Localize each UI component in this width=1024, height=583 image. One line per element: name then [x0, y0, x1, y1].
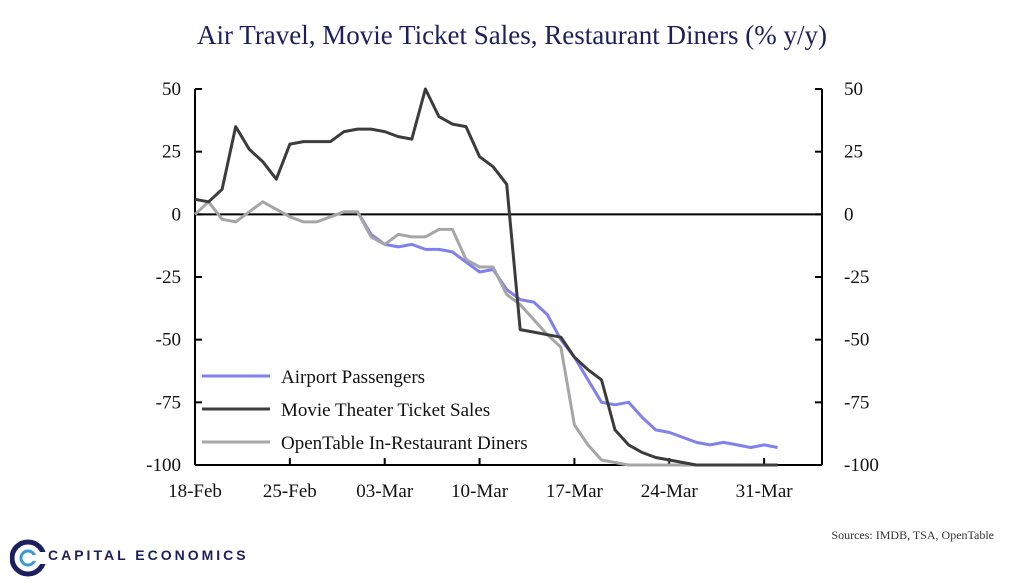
- x-tick-label: 18-Feb: [168, 481, 222, 502]
- x-tick-label: 17-Mar: [546, 481, 604, 502]
- y-tick-label-right: -75: [844, 392, 869, 413]
- x-tick-label: 24-Mar: [641, 481, 699, 502]
- capital-economics-logo-icon: [10, 539, 48, 577]
- y-tick-label-left: 0: [172, 204, 182, 225]
- chart-title: Air Travel, Movie Ticket Sales, Restaura…: [197, 20, 827, 50]
- y-tick-label-right: 0: [844, 204, 854, 225]
- y-tick-label-right: -100: [844, 455, 879, 476]
- y-tick-label-right: -25: [844, 267, 869, 288]
- x-tick-label: 10-Mar: [451, 481, 509, 502]
- brand-name: CAPITAL ECONOMICS: [48, 547, 249, 563]
- y-tick-label-right: -50: [844, 330, 869, 351]
- legend-label-1: Airport Passengers: [281, 367, 425, 388]
- sources-note: Sources: IMDB, TSA, OpenTable: [831, 528, 994, 542]
- series-line-2: [194, 87, 778, 467]
- x-tick-label: 25-Feb: [263, 481, 317, 502]
- x-tick-label: 31-Mar: [736, 481, 794, 502]
- y-tick-label-right: 25: [844, 142, 863, 163]
- y-tick-label-left: 25: [162, 142, 181, 163]
- series-lines: [193, 87, 778, 467]
- axes: 50 50 25 25 0 0 -25 -25 -50 -50 -75 -75 -100 -100 18-F…: [146, 79, 879, 502]
- y-tick-label-left: 50: [162, 79, 181, 100]
- y-tick-label-left: -25: [156, 267, 181, 288]
- x-tick-label: 03-Mar: [356, 481, 414, 502]
- legend: Airport Passengers Movie Theater Ticket S…: [202, 367, 528, 454]
- y-tick-label-left: -50: [156, 330, 181, 351]
- legend-label-3: OpenTable In-Restaurant Diners: [281, 433, 528, 454]
- y-tick-label-left: -75: [156, 392, 181, 413]
- legend-label-2: Movie Theater Ticket Sales: [281, 400, 490, 421]
- series-line-3: [193, 200, 778, 467]
- y-tick-label-right: 50: [844, 79, 863, 100]
- y-tick-label-left: -100: [146, 455, 181, 476]
